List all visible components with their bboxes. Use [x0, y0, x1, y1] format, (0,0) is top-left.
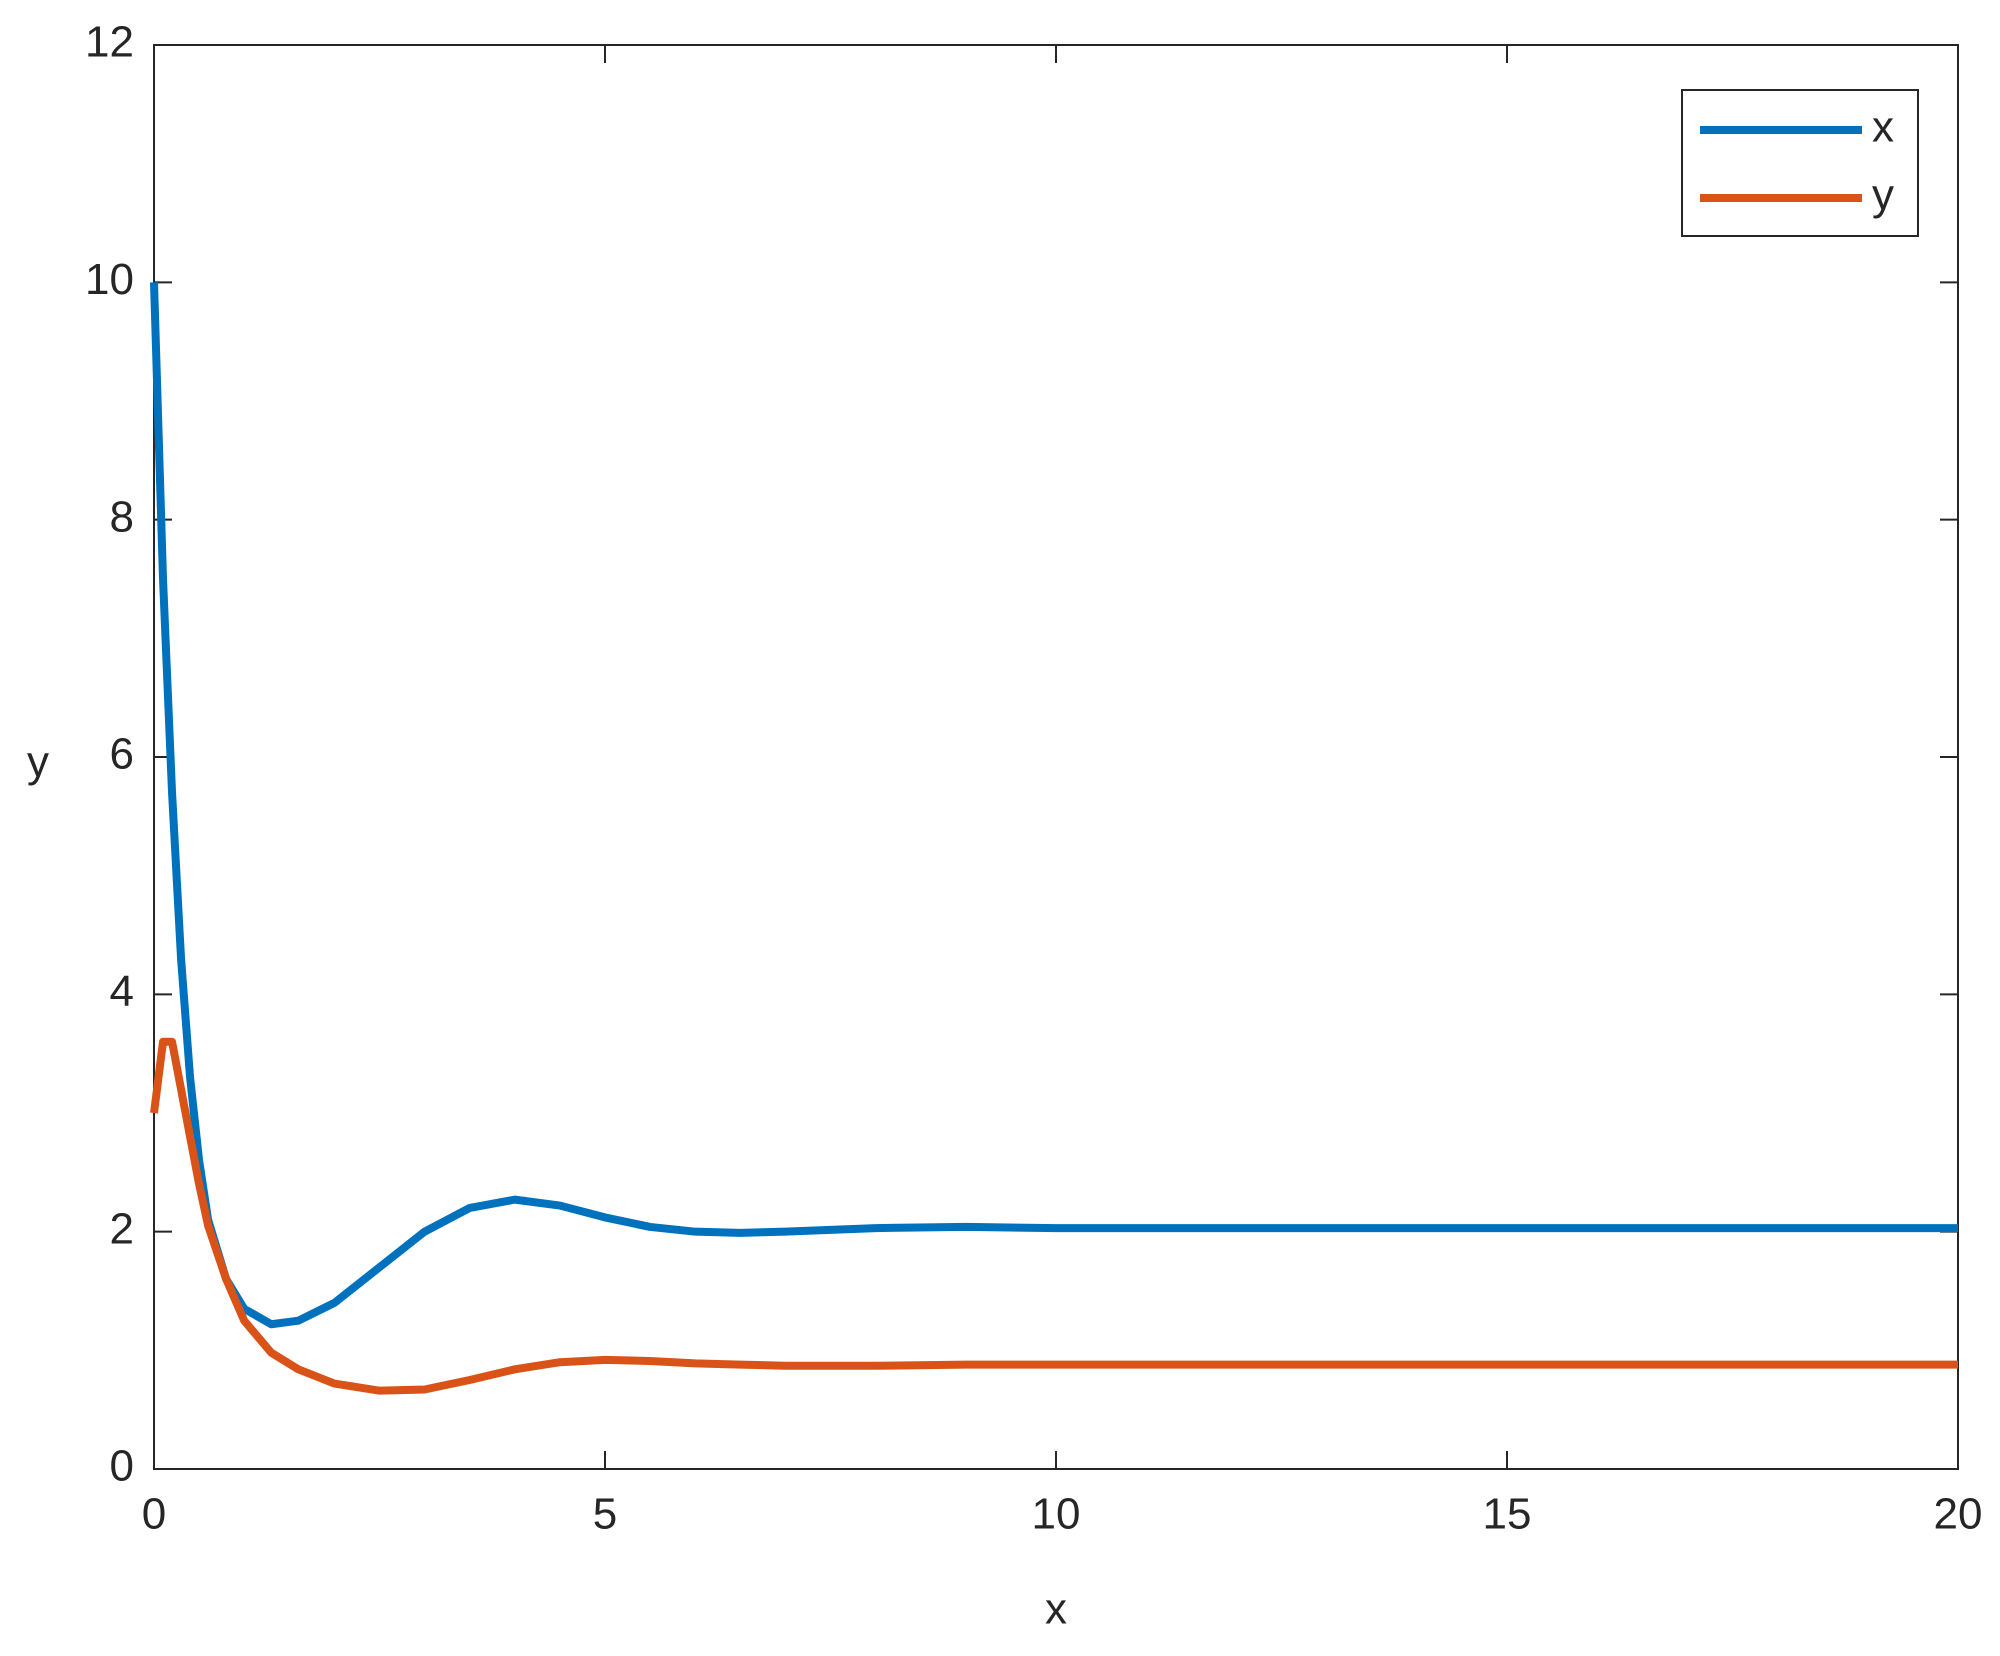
x-tick-label: 15	[1483, 1490, 1532, 1539]
legend-label: y	[1872, 171, 1894, 220]
plot-box	[153, 44, 1959, 1470]
line-series	[150, 282, 1958, 1329]
legend-label: x	[1872, 103, 1894, 152]
x-tick-label: 10	[1032, 1490, 1081, 1539]
legend-box	[1681, 89, 1919, 237]
y-tick-label: 12	[85, 18, 134, 67]
x-tick-label: 5	[593, 1490, 617, 1539]
y-tick-label: 4	[110, 967, 134, 1016]
y-axis-label: y	[27, 738, 49, 787]
x-axis-label: x	[1045, 1585, 1067, 1634]
y-tick-label: 10	[85, 255, 134, 304]
x-tick-label: 0	[142, 1490, 166, 1539]
y-tick-label: 0	[110, 1442, 134, 1491]
y-tick-label: 6	[110, 730, 134, 779]
x-tick-label: 20	[1934, 1490, 1983, 1539]
y-tick-label: 2	[110, 1204, 134, 1253]
line-series	[150, 1037, 1958, 1395]
y-tick-label: 8	[110, 492, 134, 541]
